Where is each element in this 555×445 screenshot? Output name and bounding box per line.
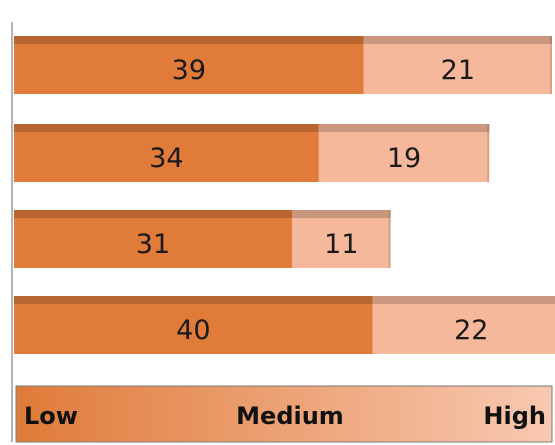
bar-edge-2 [487, 124, 490, 182]
bars-layer: 39 21 34 19 31 11 40 22 [14, 36, 555, 354]
legend-label-high: High [483, 402, 546, 430]
legend-gradient-bar [15, 385, 553, 443]
legend-label-medium: Medium [236, 402, 344, 430]
bar-bevel-high-1 [363, 36, 552, 44]
bar-segment-high-4 [372, 296, 555, 354]
data-label-low-3: 31 [136, 229, 170, 260]
bar-edge-3 [388, 210, 391, 268]
bar-segment-high-3 [291, 210, 391, 268]
bar-segment-high-2 [318, 124, 490, 182]
bar-segment-low-1 [14, 36, 364, 94]
data-label-low-4: 40 [176, 315, 210, 346]
bar-bevel-low-1 [14, 36, 364, 44]
bar-segment-high-1 [363, 36, 552, 94]
bar-segment-low-2 [14, 124, 319, 182]
data-label-high-1: 21 [441, 55, 475, 86]
bar-bevel-high-2 [318, 124, 490, 132]
bar-edge-1 [550, 36, 552, 94]
data-label-low-1: 39 [172, 55, 206, 86]
data-label-low-2: 34 [149, 143, 183, 174]
bar-bevel-low-3 [14, 210, 292, 218]
legend-label-low: Low [24, 402, 78, 430]
data-label-high-2: 19 [387, 143, 421, 174]
legend: Low Medium High [15, 385, 553, 443]
bar-segment-low-3 [14, 210, 292, 268]
data-label-high-3: 11 [324, 229, 358, 260]
bar-bevel-high-4 [372, 296, 555, 304]
bar-bevel-low-2 [14, 124, 319, 132]
bar-segment-low-4 [14, 296, 373, 354]
data-label-high-4: 22 [454, 315, 488, 346]
bar-bevel-low-4 [14, 296, 373, 304]
bar-bevel-high-3 [291, 210, 391, 218]
